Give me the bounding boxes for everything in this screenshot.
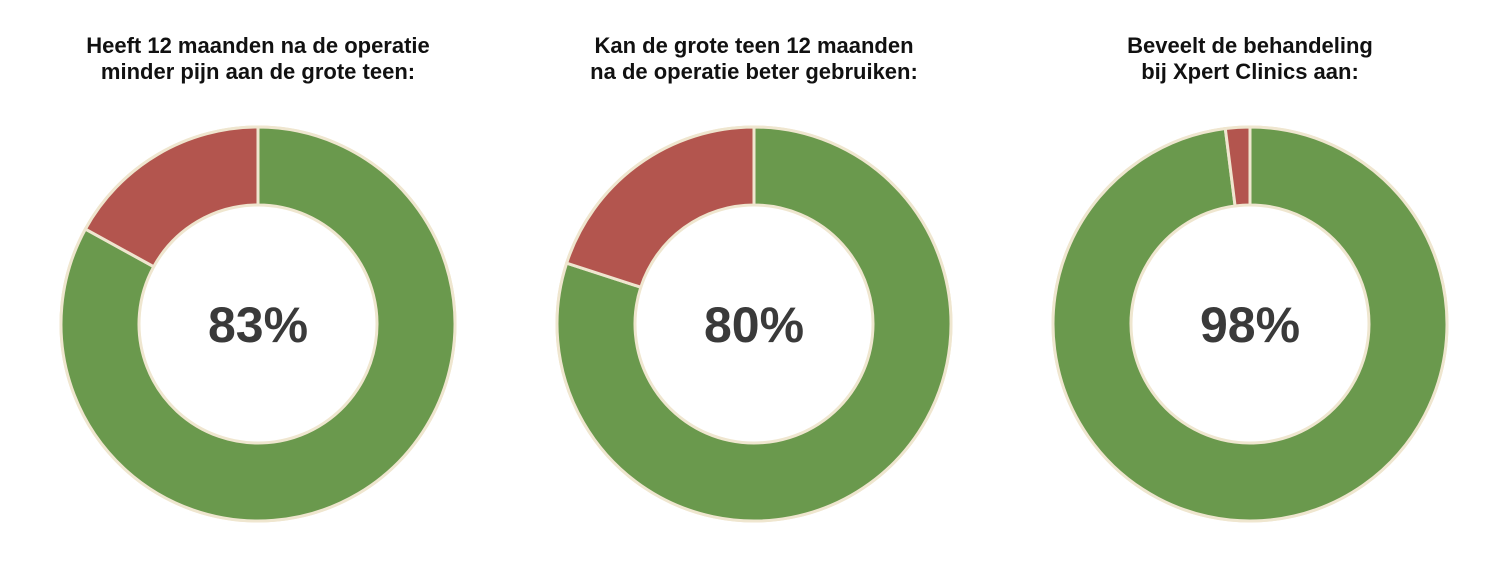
chart-panel-recommend: Beveelt de behandeling bij Xpert Clinics… [1010,0,1490,587]
chart-panel-pain: Heeft 12 maanden na de operatie minder p… [18,0,498,587]
donut-slice-no [83,125,260,269]
donut-hole [636,206,872,442]
chart-title: Heeft 12 maanden na de operatie minder p… [86,33,430,84]
donut-hole [140,206,376,442]
donut-slice-no [564,125,756,290]
donut-slice-yes [1051,125,1449,523]
donut-slice-yes [555,125,953,523]
donut-center-label: 83% [208,297,308,353]
chart-title: Kan de grote teen 12 maanden na de opera… [590,33,918,84]
donut-center-label: 80% [704,297,804,353]
donut-chart: 98% [1051,125,1449,523]
donut-slice-no [1223,125,1252,208]
chart-title: Beveelt de behandeling bij Xpert Clinics… [1127,33,1373,84]
donut-chart: 83% [59,125,457,523]
donut-slice-yes [59,125,457,523]
donut-center-label: 98% [1200,297,1300,353]
donut-chart: 80% [555,125,953,523]
chart-panel-use: Kan de grote teen 12 maanden na de opera… [514,0,994,587]
donut-hole [1132,206,1368,442]
